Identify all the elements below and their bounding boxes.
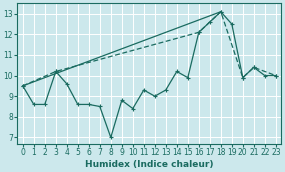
X-axis label: Humidex (Indice chaleur): Humidex (Indice chaleur) xyxy=(85,159,213,169)
